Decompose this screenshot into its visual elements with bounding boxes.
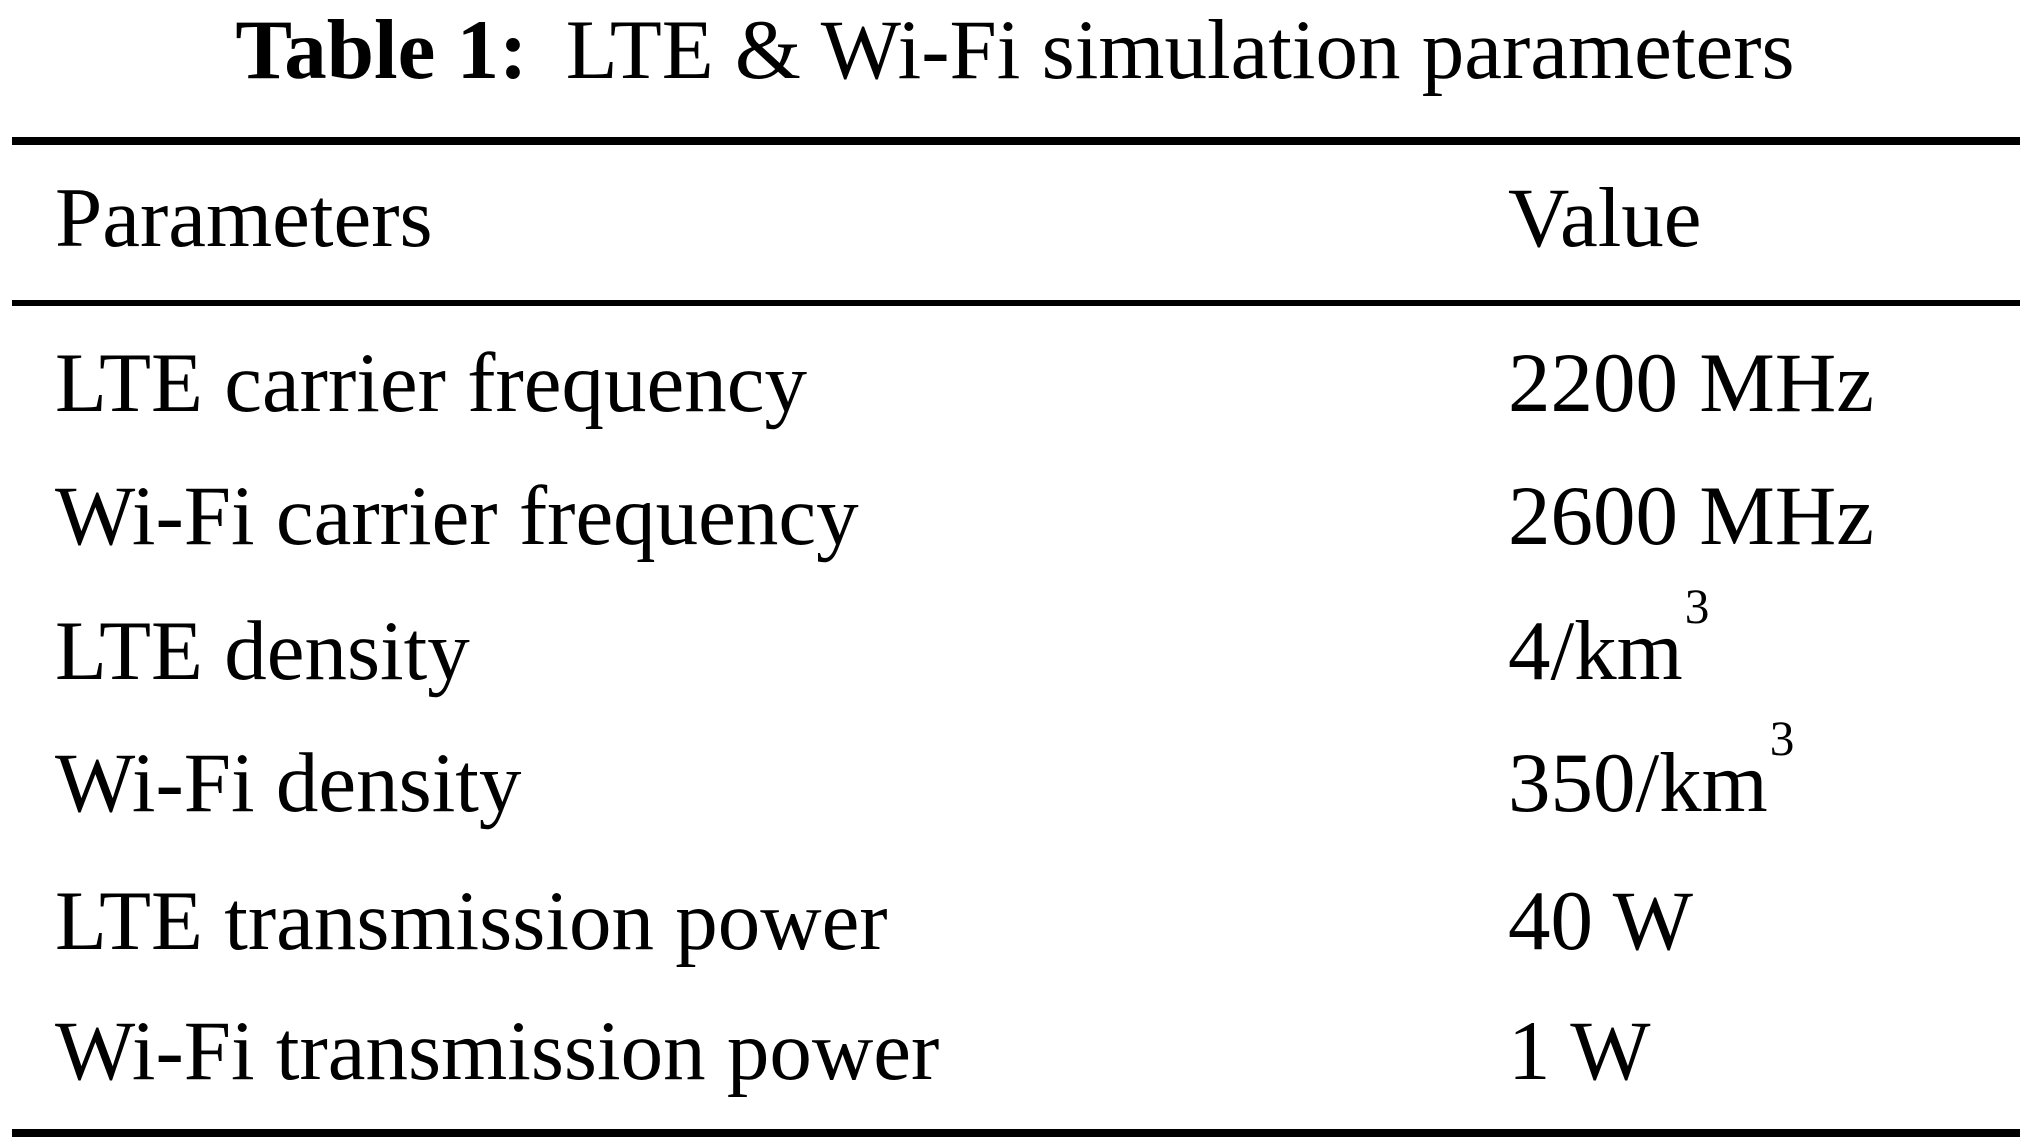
column-header-parameters: Parameters — [55, 171, 433, 265]
table-caption-label: Table 1: — [235, 3, 528, 97]
value-cell: 4/km3 — [1508, 581, 1709, 706]
table-bottom-rule — [12, 1129, 2020, 1137]
param-cell: Wi-Fi transmission power — [55, 1004, 940, 1098]
value-text: 40 W — [1508, 874, 1693, 968]
value-cell: 2200 MHz — [1508, 328, 1874, 438]
column-header-value: Value — [1508, 171, 1702, 265]
table-caption: Table 1: LTE & Wi-Fi simulation parameter… — [0, 0, 2030, 100]
param-cell: LTE transmission power — [55, 874, 888, 968]
value-cell: 350/km3 — [1508, 713, 1794, 838]
value-text: 2600 MHz — [1508, 469, 1874, 563]
param-cell: Wi-Fi carrier frequency — [55, 469, 859, 563]
value-text: 1 W — [1508, 1004, 1651, 1098]
param-cell: LTE carrier frequency — [55, 336, 807, 430]
value-text: 350/km — [1508, 736, 1768, 830]
param-cell: Wi-Fi density — [55, 736, 522, 830]
value-cell: 40 W — [1508, 866, 1693, 976]
value-text: 2200 MHz — [1508, 336, 1874, 430]
table-mid-rule — [12, 300, 2020, 306]
value-superscript: 3 — [1769, 710, 1795, 766]
value-superscript: 3 — [1684, 578, 1710, 634]
value-cell: 1 W — [1508, 996, 1650, 1106]
table-top-rule — [12, 137, 2020, 145]
value-cell: 2600 MHz — [1508, 461, 1874, 571]
value-text: 4/km — [1508, 604, 1683, 698]
param-cell: LTE density — [55, 604, 470, 698]
table-caption-text: LTE & Wi-Fi simulation parameters — [565, 3, 1795, 97]
